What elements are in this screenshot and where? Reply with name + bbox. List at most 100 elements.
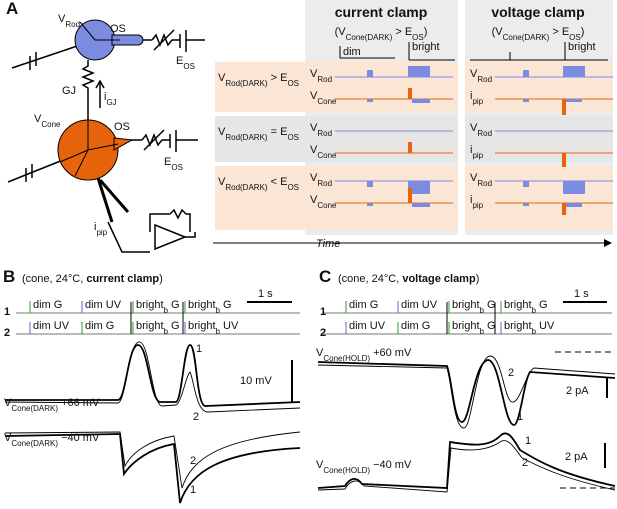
label: GJ [62,85,76,97]
subscript: Cone(DARK) [11,439,58,448]
trace-label: ipip​ [470,90,484,106]
text-part: V [58,13,66,25]
stim-label: brightb​ UV [504,320,555,336]
text-part: dim UV [33,320,70,332]
scale-label: 10 mV [240,375,272,387]
text-part: bright [452,299,480,311]
circuit [7,29,205,253]
label: OS [114,121,130,133]
subscript: Rod [317,75,332,84]
subscript: Rod [65,20,80,29]
subscript: Rod [317,179,332,188]
response [562,153,566,167]
text-part: i [94,221,96,233]
row-bg [215,116,613,162]
text-part: (cone, 24°C, [338,273,402,285]
text-part: i [470,144,472,156]
trace-number: 2 [190,455,196,467]
stim-label: brightb​ G [504,299,548,315]
scale-label: 1 s [574,288,589,300]
text-part: ) [581,26,585,38]
subscript: OS [287,133,299,142]
response [412,203,430,207]
text-part: V [316,459,324,471]
cone-os [113,137,134,151]
text-part: V [218,126,226,138]
row-number: 1 [4,306,10,318]
subscript: Cone(HOLD) [323,354,370,363]
bold-part: current clamp [86,273,159,285]
response [408,142,412,153]
response [563,181,585,194]
text-part: V [310,144,318,156]
column-condition: (VCone(DARK)​ > EOS​) [492,26,585,42]
text-part: V [470,172,478,184]
text-part: bright [504,320,532,332]
text-part: > E [268,72,288,84]
trace-label: VCone(DARK)​ −40 mV [4,432,100,448]
row-number: 2 [320,327,326,339]
subscript: Cone [317,97,337,106]
subscript: Rod(DARK) [225,79,268,88]
response [367,181,373,187]
subscript: OS [569,33,581,42]
trace-label: VRod​ [470,68,492,84]
response [523,203,529,206]
subscript: OS [183,62,195,71]
row-number: 2 [4,327,10,339]
trace-label: ipip​ [470,144,484,160]
text-part: dim UV [85,299,122,311]
subscript: b [164,306,169,315]
trace-label: VCone(DARK)​ +66 mV [4,397,100,413]
stim-lines [16,301,615,489]
response [408,181,430,194]
trace-number: 2 [193,411,199,423]
label: VRod​ [58,13,80,29]
scale-label: 2 pA [566,385,589,397]
text-part: > E [549,26,569,38]
stim-label: brightb​ G [136,320,180,336]
stim-label: brightb​ G [188,299,232,315]
text-part: V [310,122,318,134]
text-part: G [484,320,496,332]
stim-label: dim G [401,320,430,332]
subscript: Cone(DARK) [11,404,58,413]
trace-label: VRod​ [310,172,332,188]
text-part: i [104,91,106,103]
text-part: bright [188,299,216,311]
text-part: ) [424,26,428,38]
trace-number: 1 [525,435,531,447]
label: ipip​ [94,221,108,237]
text-part: V [218,72,226,84]
panel-label: C [319,267,331,286]
text-part: G [168,320,180,332]
stim-markers [339,42,608,61]
text-part: UV [536,320,555,332]
rod-os [111,34,144,46]
subscript: OS [412,33,424,42]
text-part: E [176,55,183,67]
arrow-head [604,239,612,247]
text-part: E [164,156,171,168]
trace-label: VCone​ [310,194,337,210]
stim-label: dim G [349,299,378,311]
label: EOS​ [176,55,195,71]
bright-label: bright [568,41,596,53]
response [566,203,582,207]
traces [4,341,616,504]
text-part: V [310,68,318,80]
label: EOS​ [164,156,183,172]
subscript: Rod [477,179,492,188]
response [523,181,529,187]
subscript: Cone [317,201,337,210]
text-part: dim G [85,320,114,332]
text-part: +60 mV [370,347,412,359]
scale-label: 2 pA [565,451,588,463]
subscript: Cone [41,120,61,129]
text-part: V [218,176,226,188]
text-part: V [310,90,318,102]
text-part: −40 mV [58,432,100,444]
text-part: G [168,299,180,311]
text-part: V [310,172,318,184]
